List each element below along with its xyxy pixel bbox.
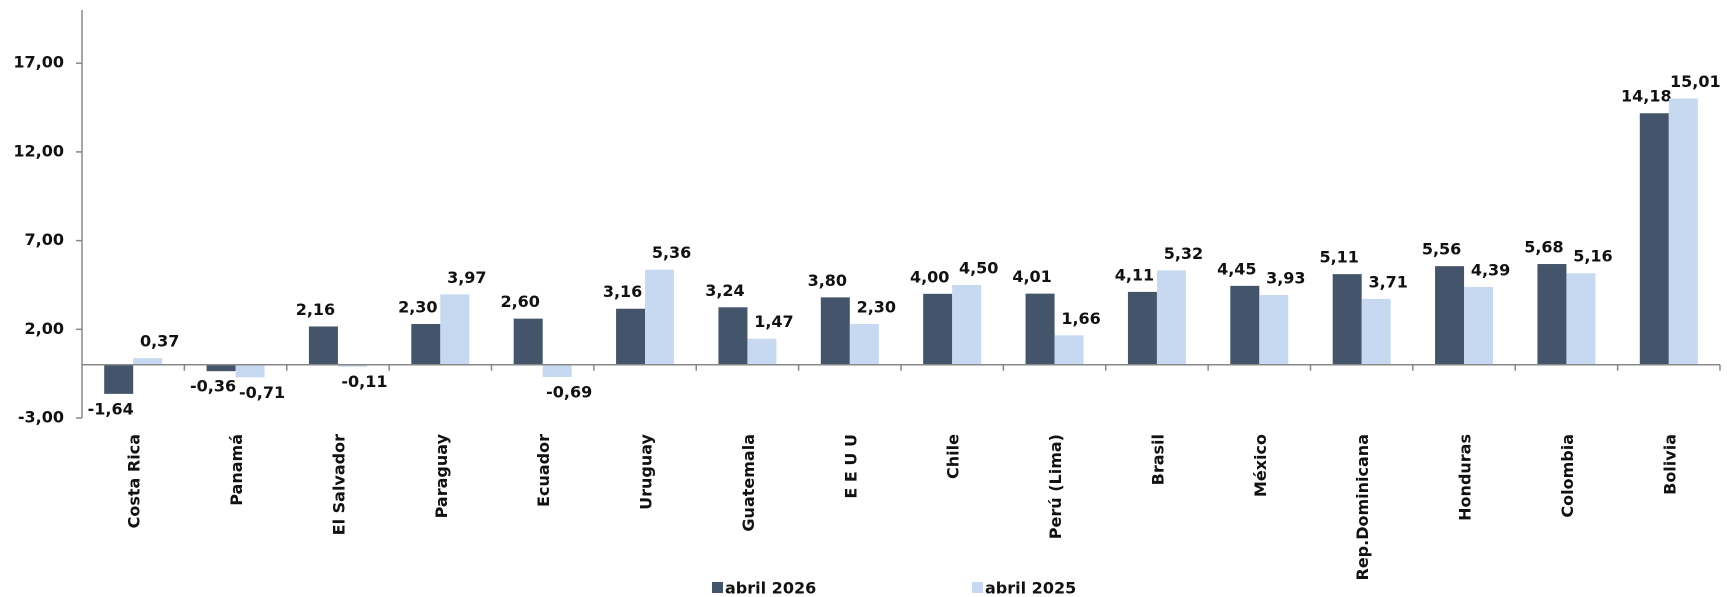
x-tick-label: Uruguay — [637, 433, 656, 509]
bar — [1332, 274, 1362, 365]
bar — [133, 358, 163, 365]
bar — [1127, 291, 1157, 365]
value-label: 0,37 — [140, 332, 179, 351]
x-tick-label: Colombia — [1558, 434, 1577, 518]
bar — [616, 308, 646, 365]
bar — [513, 318, 543, 365]
value-label: 4,39 — [1471, 260, 1510, 279]
value-label: 2,30 — [398, 297, 437, 316]
value-label: -0,71 — [239, 383, 285, 402]
bar — [1668, 98, 1698, 365]
bar — [923, 293, 953, 365]
value-label: 14,18 — [1621, 87, 1672, 106]
bar — [1054, 335, 1084, 365]
bar — [1537, 264, 1567, 365]
bar — [206, 364, 236, 372]
value-label: 3,16 — [603, 282, 642, 301]
x-tick-label: Perú (Lima) — [1046, 434, 1065, 539]
bar — [411, 323, 441, 365]
value-label: 4,50 — [959, 258, 998, 277]
bar — [718, 307, 748, 365]
x-tick-label: Ecuador — [534, 434, 553, 507]
value-label: 3,71 — [1368, 272, 1407, 291]
bar — [952, 284, 982, 365]
bar — [337, 364, 367, 367]
y-tick-label: 7,00 — [25, 230, 64, 249]
value-label: 5,56 — [1422, 240, 1461, 259]
value-label: -0,69 — [546, 383, 592, 402]
bar — [1464, 286, 1494, 365]
value-label: 4,00 — [910, 267, 949, 286]
value-label: 2,16 — [296, 300, 335, 319]
bar — [235, 364, 265, 378]
value-label: 5,16 — [1573, 247, 1612, 266]
y-tick-label: 12,00 — [13, 141, 64, 160]
x-tick-label: Bolivia — [1660, 434, 1679, 495]
value-label: 3,97 — [447, 268, 486, 287]
x-tick-label: E E U U — [841, 434, 860, 499]
y-tick-label: 17,00 — [13, 53, 64, 72]
x-tick-label: Honduras — [1456, 434, 1475, 521]
bar — [820, 297, 850, 365]
value-label: -1,64 — [88, 399, 134, 418]
bar — [1259, 295, 1289, 365]
value-label: 5,68 — [1524, 238, 1563, 257]
value-label: 5,36 — [652, 243, 691, 262]
x-tick-label: Paraguay — [432, 433, 451, 518]
y-tick-label: -3,00 — [18, 408, 64, 427]
legend-swatch — [712, 582, 723, 593]
bar — [1025, 293, 1055, 365]
value-label: 4,11 — [1115, 265, 1154, 284]
x-tick-label: México — [1251, 434, 1270, 497]
value-label: 3,93 — [1266, 269, 1305, 288]
value-label: 4,45 — [1217, 259, 1256, 278]
x-tick-label: Rep.Dominicana — [1353, 434, 1372, 580]
bar — [1639, 113, 1669, 365]
bar — [308, 326, 338, 365]
value-label: 3,24 — [705, 281, 744, 300]
bar — [542, 364, 572, 378]
legend-label: abril 2025 — [985, 579, 1076, 597]
x-tick-label: Costa Rica — [125, 434, 144, 528]
value-label: -0,11 — [341, 372, 387, 391]
x-tick-label: Chile — [944, 434, 963, 479]
bar — [849, 323, 879, 365]
bar — [104, 364, 134, 394]
bar — [747, 338, 777, 365]
x-tick-label: El Salvador — [329, 434, 348, 535]
legend-label: abril 2026 — [725, 579, 816, 597]
bar — [1566, 273, 1596, 365]
legend-swatch — [972, 582, 983, 593]
bar — [645, 269, 675, 365]
bar — [1156, 270, 1186, 365]
value-label: 2,30 — [857, 297, 896, 316]
value-label: 15,01 — [1670, 72, 1721, 91]
value-label: 5,11 — [1319, 248, 1358, 267]
x-tick-label: Guatemala — [739, 434, 758, 532]
value-label: 1,47 — [754, 312, 793, 331]
y-tick-label: 2,00 — [25, 319, 64, 338]
x-tick-label: Brasil — [1148, 434, 1167, 485]
bar — [440, 294, 470, 365]
x-tick-label: Panamá — [227, 434, 246, 506]
value-label: 2,60 — [500, 292, 539, 311]
value-label: 1,66 — [1061, 309, 1100, 328]
bar — [1361, 298, 1391, 365]
value-label: -0,36 — [190, 377, 236, 396]
value-label: 3,80 — [808, 271, 847, 290]
value-label: 4,01 — [1012, 267, 1051, 286]
bar — [1230, 285, 1260, 365]
value-label: 5,32 — [1164, 244, 1203, 263]
bar — [1435, 266, 1465, 365]
